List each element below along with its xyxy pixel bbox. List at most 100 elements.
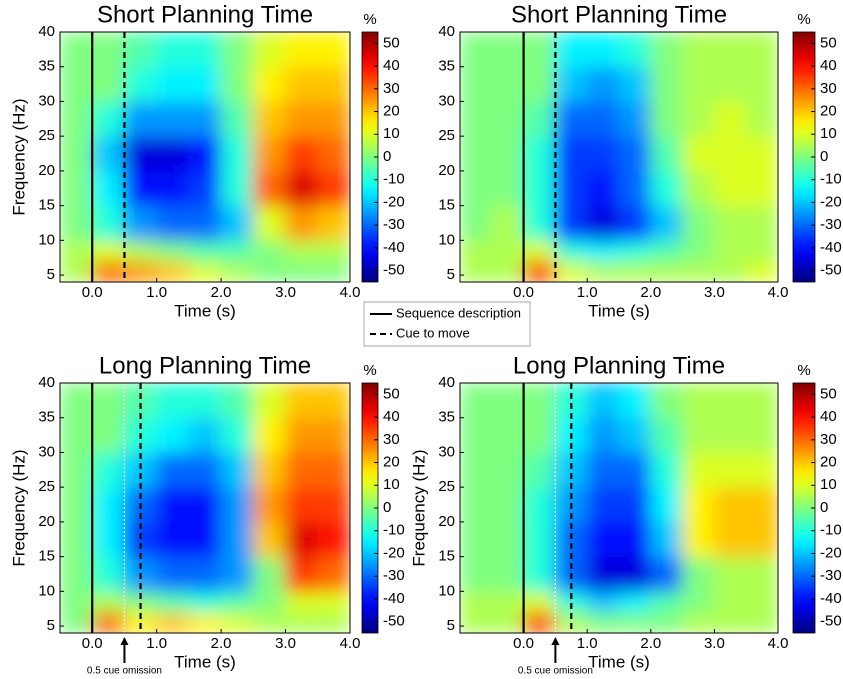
heatmap-cell	[156, 32, 190, 68]
heatmap-cell	[618, 590, 652, 613]
heatmap-cell	[460, 239, 493, 262]
y-tick-label: 30	[438, 443, 455, 460]
heatmap-cell	[745, 451, 778, 488]
heatmap-cell	[491, 66, 525, 102]
heatmap-cell	[123, 100, 158, 137]
heatmap-cell	[650, 383, 684, 419]
colorbar-tick-label: 20	[383, 103, 400, 120]
heatmap-cell	[682, 205, 715, 241]
colorbar-tick-label: -50	[820, 262, 842, 279]
heatmap-cell	[91, 383, 125, 419]
heatmap-cell	[123, 170, 158, 207]
heatmap-cell	[156, 556, 190, 592]
heatmap-cell	[317, 383, 350, 419]
heatmap-cell	[523, 66, 556, 102]
heatmap-cell	[220, 590, 254, 613]
y-axis-label: Frequency (Hz)	[9, 98, 28, 215]
heatmap-cell	[252, 66, 287, 102]
heatmap-cell	[713, 556, 747, 592]
x-tick-label: 0.0	[513, 284, 534, 301]
annotation: 0.5 cue omission	[87, 666, 162, 677]
heatmap-cell	[713, 32, 747, 68]
heatmap-cell	[156, 417, 190, 453]
heatmap-cell	[317, 590, 350, 613]
heatmap-cell	[60, 611, 93, 633]
heatmap-cell	[523, 611, 556, 633]
heatmap-cell	[156, 611, 190, 633]
heatmap-cell	[91, 239, 125, 262]
heatmap-cell	[618, 135, 652, 172]
heatmap-cell	[650, 205, 684, 241]
heatmap-cell	[220, 486, 254, 523]
heatmap-cell	[491, 486, 525, 523]
x-tick-label: 4.0	[340, 635, 361, 652]
y-tick-label: 10	[38, 231, 55, 248]
x-axis-label: Time (s)	[174, 301, 236, 320]
heatmap-cell	[220, 205, 254, 241]
heatmap-cell	[554, 135, 588, 172]
colorbar-tick-label: 50	[820, 34, 837, 51]
heatmap-cell	[745, 66, 778, 102]
heatmap-cell	[650, 486, 684, 523]
heatmap-cell	[650, 590, 684, 613]
chart-title: Short Planning Time	[97, 1, 313, 28]
heatmap-cell	[460, 521, 493, 558]
heatmap-cell	[252, 100, 287, 137]
colorbar-tick-label: -20	[383, 193, 405, 210]
heatmap-cell	[220, 611, 254, 633]
heatmap-cell	[285, 383, 319, 419]
heatmap-cell	[188, 556, 222, 592]
heatmap-cell	[460, 486, 493, 523]
y-tick-label: 10	[38, 582, 55, 599]
x-tick-label: 1.0	[146, 635, 167, 652]
heatmap-cell	[285, 260, 319, 282]
colorbar-tick-label: 20	[820, 454, 837, 471]
heatmap-cell	[220, 100, 254, 137]
heatmap-cell	[745, 239, 778, 262]
y-tick-label: 25	[38, 478, 55, 495]
heatmap-cell	[554, 205, 588, 241]
x-tick-label: 2.0	[211, 635, 232, 652]
heatmap-cell	[745, 205, 778, 241]
heatmap-cell	[460, 611, 493, 633]
heatmap-cell	[491, 451, 525, 488]
heatmap-cell	[586, 486, 620, 523]
y-tick-label: 35	[38, 58, 55, 75]
heatmap-cell	[618, 205, 652, 241]
x-tick-label: 0.0	[82, 635, 103, 652]
heatmap-cell	[650, 556, 684, 592]
heatmap-cell	[188, 205, 222, 241]
heatmap-cell	[713, 239, 747, 262]
heatmap-cell	[285, 100, 319, 137]
heatmap-cell	[460, 100, 493, 137]
heatmap-cell	[713, 451, 747, 488]
heatmap-cell	[123, 32, 158, 68]
plot-area	[60, 383, 350, 633]
heatmap-cell	[523, 205, 556, 241]
heatmap-cell	[60, 556, 93, 592]
y-tick-label: 5	[447, 617, 455, 634]
heatmap-cell	[586, 590, 620, 613]
chart-title: Short Planning Time	[511, 1, 727, 28]
heatmap-cells	[460, 32, 778, 282]
colorbar-tick-label: 40	[820, 408, 837, 425]
heatmap-cell	[460, 590, 493, 613]
heatmap-cell	[156, 260, 190, 282]
heatmap-cell	[618, 521, 652, 558]
plot-area	[460, 383, 778, 633]
heatmap-cell	[745, 556, 778, 592]
heatmap-cell	[188, 451, 222, 488]
x-tick-label: 1.0	[577, 635, 598, 652]
heatmap-cell	[713, 205, 747, 241]
heatmap-cell	[220, 170, 254, 207]
heatmap-cell	[491, 32, 525, 68]
heatmap-cell	[220, 521, 254, 558]
heatmap-cell	[586, 417, 620, 453]
y-tick-label: 20	[438, 513, 455, 530]
heatmap-cell	[317, 260, 350, 282]
heatmap-cell	[188, 417, 222, 453]
heatmap-cell	[523, 135, 556, 172]
heatmap-cell	[682, 451, 715, 488]
heatmap-cell	[682, 590, 715, 613]
heatmap-cell	[220, 556, 254, 592]
